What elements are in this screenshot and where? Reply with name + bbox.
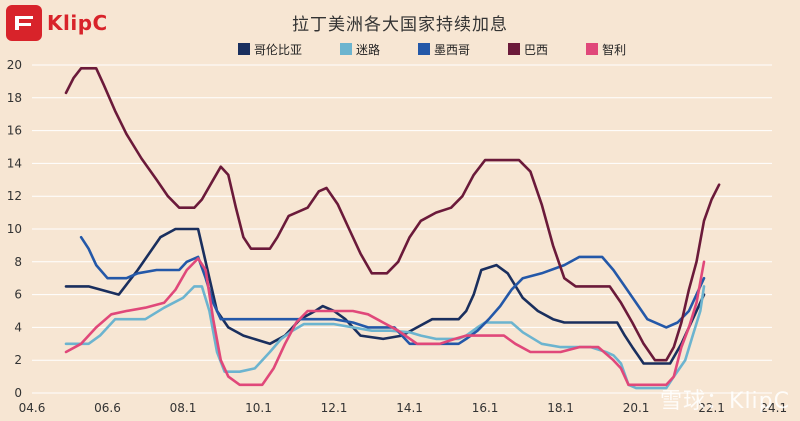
legend-item-2: 迷路	[340, 41, 380, 58]
x-tick-label: 12.1	[321, 401, 348, 415]
legend-item-3: 墨西哥	[418, 41, 470, 58]
y-tick-label: 4	[14, 320, 22, 334]
x-tick-label: 08.1	[170, 401, 197, 415]
legend-swatch	[418, 43, 431, 55]
legend-label: 迷路	[356, 42, 381, 57]
x-tick-label: 10.1	[245, 401, 272, 415]
x-tick-label: 20.1	[623, 401, 650, 415]
x-tick-label: 14.1	[396, 401, 423, 415]
legend-swatch	[238, 43, 250, 55]
y-tick-label: 20	[7, 58, 22, 72]
x-tick-label: 18.1	[547, 401, 574, 415]
x-tick-label: 24.1	[760, 401, 787, 415]
series-line-5	[64, 257, 706, 387]
legend-item-5: 智利	[586, 41, 626, 58]
brand-logo: KlipC	[6, 4, 118, 42]
legend-swatch	[340, 43, 353, 55]
x-tick-label: 22.1	[698, 401, 725, 415]
y-tick-label: 18	[7, 91, 22, 105]
series-line-1	[64, 227, 706, 365]
legend-swatch	[586, 43, 599, 55]
legend-item-1: 哥伦比亚	[238, 41, 302, 58]
y-tick-label: 12	[7, 189, 22, 203]
y-tick-label: 0	[14, 386, 22, 400]
y-tick-label: 16	[7, 124, 22, 138]
x-tick-label: 04.6	[19, 401, 46, 415]
legend-swatch	[508, 43, 521, 55]
chart-title: 拉丁美洲各大国家持续加息	[292, 15, 508, 35]
legend-label: 墨西哥	[434, 42, 471, 57]
x-tick-label: 16.1	[472, 401, 499, 415]
legend-label: 智利	[602, 42, 627, 57]
chart-legend: 哥伦比亚 迷路 墨西哥 巴西 智利	[238, 41, 664, 57]
y-tick-label: 2	[14, 353, 22, 367]
legend-item-4: 巴西	[508, 41, 548, 58]
watermark: 雪球：KlipC	[660, 389, 790, 414]
y-tick-label: 8	[14, 255, 22, 269]
brand-name: KlipC	[47, 11, 108, 35]
legend-label: 巴西	[524, 42, 549, 57]
y-tick-label: 14	[7, 156, 22, 170]
legend-label: 哥伦比亚	[254, 42, 303, 57]
y-tick-label: 10	[7, 222, 22, 236]
series-line-4	[64, 67, 721, 362]
x-tick-label: 06.6	[94, 401, 121, 415]
series-line-3	[79, 235, 706, 346]
y-tick-label: 6	[14, 288, 22, 302]
logo-mark-icon	[6, 5, 42, 41]
